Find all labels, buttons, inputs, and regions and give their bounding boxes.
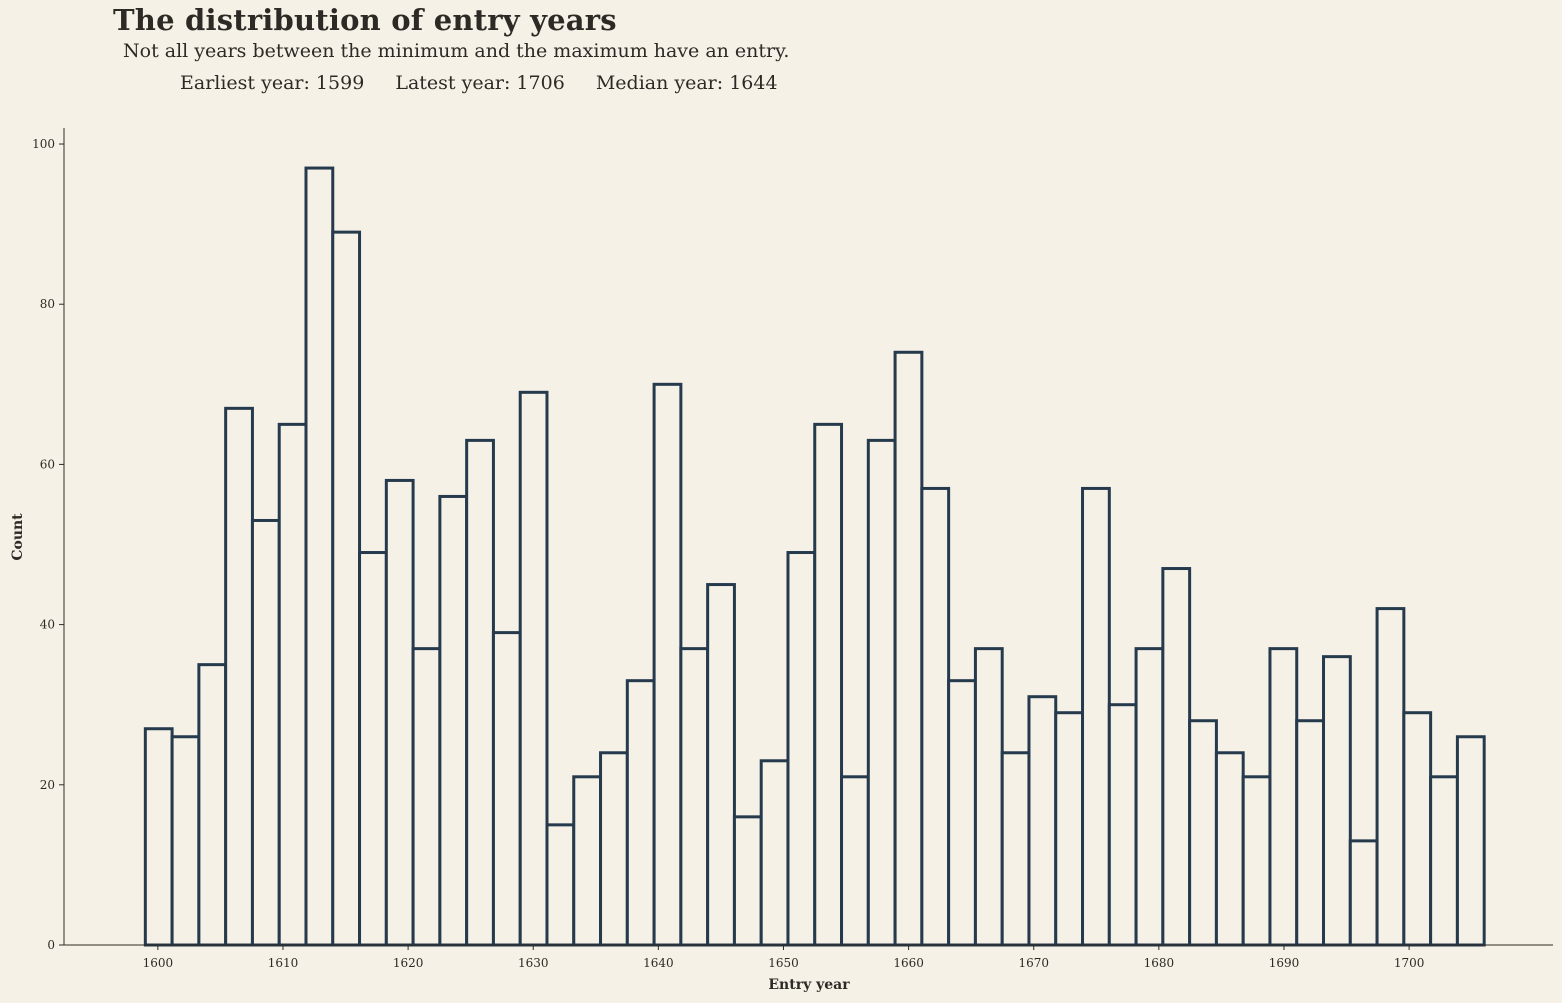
histogram-bar — [599, 751, 629, 947]
histogram-bar — [1348, 839, 1379, 947]
histogram-bar — [1241, 775, 1272, 947]
earliest-year-stat: Earliest year: 1599 — [180, 72, 365, 94]
y-ticks-group: 0 20 40 60 80 100 — [32, 137, 64, 952]
bars-group — [143, 166, 1486, 947]
histogram-bar — [491, 631, 522, 947]
histogram-bar — [893, 350, 924, 947]
histogram-bar — [947, 679, 977, 947]
median-year-stat: Median year: 1644 — [595, 72, 778, 94]
histogram-bar — [1375, 607, 1406, 947]
chart-subtitle: Not all years between the minimum and th… — [123, 40, 790, 62]
histogram-bar — [1322, 655, 1352, 947]
x-ticks-group: 1600 1610 1620 1630 1640 1650 1660 1670 1680 1690… — [143, 945, 1425, 970]
histogram-bar — [679, 647, 710, 947]
summary-stats: Earliest year: 1599 Latest year: 1706 Me… — [180, 72, 803, 94]
histogram-bar — [1161, 567, 1192, 947]
histogram-bar — [1054, 711, 1085, 947]
histogram-bar — [411, 647, 442, 947]
histogram-bar — [224, 406, 254, 947]
histogram-bar — [732, 815, 763, 947]
histogram-bar — [813, 422, 844, 947]
histogram-bar — [920, 486, 951, 947]
x-tick-label: 1650 — [768, 956, 799, 970]
y-tick-label: 100 — [32, 137, 55, 151]
chart-title: The distribution of entry years — [113, 3, 617, 37]
x-tick-label: 1630 — [518, 956, 549, 970]
histogram-bar — [1081, 486, 1111, 947]
y-tick-label: 40 — [40, 618, 55, 632]
histogram-bar — [1000, 751, 1031, 947]
histogram-bar — [304, 166, 335, 947]
histogram-bar — [840, 775, 870, 947]
histogram-bar — [1268, 647, 1299, 947]
histogram-bar — [786, 551, 817, 947]
histogram-bar — [384, 478, 415, 947]
x-tick-label: 1700 — [1394, 956, 1425, 970]
histogram-bar — [1455, 735, 1486, 947]
histogram-bar — [706, 583, 736, 947]
x-tick-label: 1610 — [268, 956, 299, 970]
histogram-bar — [143, 727, 174, 947]
y-axis-title: Count — [10, 513, 26, 561]
x-axis-title: Entry year — [768, 977, 850, 993]
histogram-bar — [1134, 647, 1165, 947]
histogram-bar — [1402, 711, 1433, 947]
histogram-bar — [438, 494, 469, 947]
histogram-bar — [1027, 695, 1058, 947]
histogram-bar — [197, 663, 228, 947]
histogram-bar — [277, 422, 308, 947]
x-tick-label: 1660 — [893, 956, 924, 970]
histogram-bar — [250, 518, 281, 947]
histogram-bar — [1188, 719, 1218, 947]
histogram-bar — [1214, 751, 1245, 947]
histogram-bar — [866, 438, 897, 947]
histogram-bar — [1295, 719, 1326, 947]
histogram-bar — [170, 735, 201, 947]
histogram-bar — [625, 679, 656, 947]
histogram-bar — [331, 230, 362, 947]
y-tick-label: 0 — [47, 938, 55, 952]
histogram-bar — [518, 390, 549, 947]
latest-year-stat: Latest year: 1706 — [395, 72, 565, 94]
x-tick-label: 1620 — [393, 956, 424, 970]
histogram-bar — [545, 823, 576, 947]
y-tick-label: 60 — [40, 457, 55, 471]
histogram-bar — [572, 775, 603, 947]
y-tick-label: 20 — [40, 778, 55, 792]
x-tick-label: 1640 — [643, 956, 674, 970]
histogram-bar — [973, 647, 1004, 947]
histogram-bar — [358, 551, 388, 947]
x-tick-label: 1670 — [1018, 956, 1049, 970]
histogram-bar — [1429, 775, 1459, 947]
y-tick-label: 80 — [40, 297, 55, 311]
histogram-bar — [759, 759, 790, 947]
x-tick-label: 1680 — [1144, 956, 1175, 970]
histogram-bar — [1107, 703, 1138, 947]
histogram-bar — [465, 438, 495, 947]
x-tick-label: 1600 — [143, 956, 174, 970]
x-tick-label: 1690 — [1269, 956, 1300, 970]
histogram-bar — [652, 382, 683, 947]
